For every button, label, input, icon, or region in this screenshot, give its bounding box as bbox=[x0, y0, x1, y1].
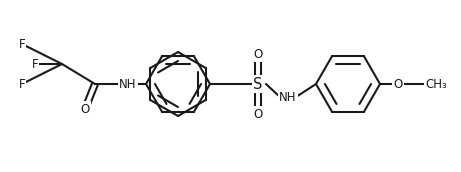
Text: S: S bbox=[253, 77, 263, 92]
Text: F: F bbox=[19, 78, 25, 90]
Text: F: F bbox=[19, 37, 25, 51]
Text: O: O bbox=[254, 47, 263, 61]
Text: O: O bbox=[393, 78, 402, 90]
Text: O: O bbox=[80, 103, 89, 116]
Text: NH: NH bbox=[119, 78, 137, 90]
Text: CH₃: CH₃ bbox=[425, 78, 447, 90]
Text: F: F bbox=[32, 57, 38, 71]
Text: NH: NH bbox=[279, 90, 297, 104]
Text: O: O bbox=[254, 108, 263, 121]
